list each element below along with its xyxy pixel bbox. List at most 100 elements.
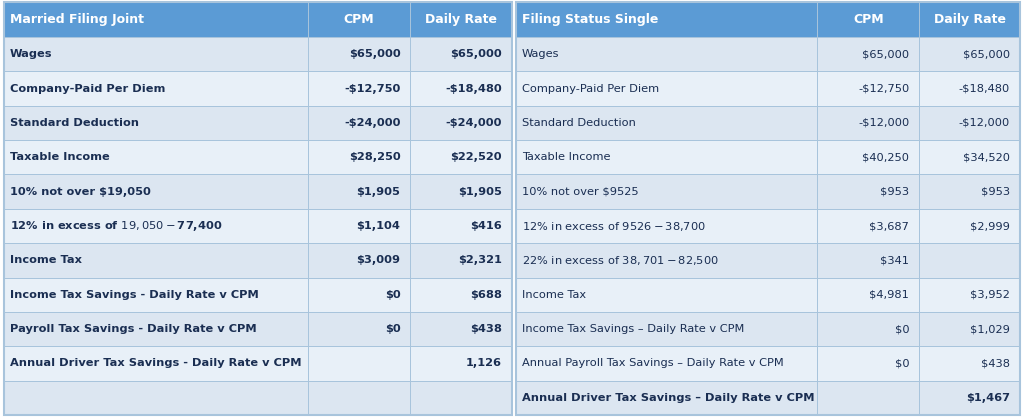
Bar bbox=[516, 174, 817, 209]
Bar bbox=[516, 2, 1020, 415]
Bar bbox=[4, 346, 308, 381]
Text: Payroll Tax Savings - Daily Rate v CPM: Payroll Tax Savings - Daily Rate v CPM bbox=[10, 324, 257, 334]
Text: $438: $438 bbox=[981, 359, 1010, 369]
Bar bbox=[411, 106, 512, 140]
Bar bbox=[411, 37, 512, 71]
Bar bbox=[308, 346, 411, 381]
Bar bbox=[516, 140, 817, 174]
Text: $1,029: $1,029 bbox=[970, 324, 1010, 334]
Bar bbox=[516, 106, 817, 140]
Bar bbox=[308, 278, 411, 312]
Text: Income Tax Savings - Daily Rate v CPM: Income Tax Savings - Daily Rate v CPM bbox=[10, 290, 259, 300]
Text: Wages: Wages bbox=[522, 49, 559, 59]
Text: Filing Status Single: Filing Status Single bbox=[522, 13, 658, 26]
Text: -$12,750: -$12,750 bbox=[344, 83, 400, 93]
Bar bbox=[308, 71, 411, 106]
Text: $1,905: $1,905 bbox=[356, 187, 400, 197]
Bar bbox=[4, 2, 308, 37]
Text: 1,126: 1,126 bbox=[466, 359, 502, 369]
Bar bbox=[411, 140, 512, 174]
Bar bbox=[411, 243, 512, 278]
Text: -$12,000: -$12,000 bbox=[958, 118, 1010, 128]
Bar bbox=[516, 312, 817, 346]
Text: $28,250: $28,250 bbox=[348, 152, 400, 162]
Bar bbox=[817, 381, 920, 415]
Bar bbox=[516, 346, 817, 381]
Bar bbox=[817, 106, 920, 140]
Text: Company-Paid Per Diem: Company-Paid Per Diem bbox=[10, 83, 165, 93]
Bar bbox=[817, 243, 920, 278]
Text: 10% not over $9525: 10% not over $9525 bbox=[522, 187, 639, 197]
Bar bbox=[4, 174, 308, 209]
Bar bbox=[308, 174, 411, 209]
Bar bbox=[308, 312, 411, 346]
Text: -$18,480: -$18,480 bbox=[958, 83, 1010, 93]
Bar bbox=[920, 2, 1020, 37]
Text: -$18,480: -$18,480 bbox=[445, 83, 502, 93]
Text: 10% not over $19,050: 10% not over $19,050 bbox=[10, 187, 151, 197]
Bar bbox=[817, 278, 920, 312]
Text: $2,321: $2,321 bbox=[458, 255, 502, 265]
Text: Daily Rate: Daily Rate bbox=[425, 13, 498, 26]
Bar bbox=[4, 2, 512, 415]
Bar bbox=[308, 37, 411, 71]
Text: $3,009: $3,009 bbox=[356, 255, 400, 265]
Bar bbox=[308, 140, 411, 174]
Bar bbox=[817, 2, 920, 37]
Bar bbox=[817, 312, 920, 346]
Bar bbox=[411, 381, 512, 415]
Bar bbox=[411, 174, 512, 209]
Text: $40,250: $40,250 bbox=[862, 152, 909, 162]
Bar bbox=[920, 71, 1020, 106]
Bar bbox=[516, 71, 817, 106]
Text: Taxable Income: Taxable Income bbox=[10, 152, 110, 162]
Text: $953: $953 bbox=[981, 187, 1010, 197]
Bar bbox=[920, 209, 1020, 243]
Bar bbox=[920, 278, 1020, 312]
Text: $34,520: $34,520 bbox=[963, 152, 1010, 162]
Text: $0: $0 bbox=[895, 359, 909, 369]
Bar bbox=[4, 381, 308, 415]
Text: $0: $0 bbox=[895, 324, 909, 334]
Text: Wages: Wages bbox=[10, 49, 52, 59]
Bar bbox=[411, 312, 512, 346]
Bar bbox=[516, 37, 817, 71]
Bar bbox=[308, 106, 411, 140]
Bar bbox=[308, 2, 411, 37]
Bar bbox=[920, 140, 1020, 174]
Text: $2,999: $2,999 bbox=[970, 221, 1010, 231]
Text: $65,000: $65,000 bbox=[963, 49, 1010, 59]
Bar bbox=[920, 312, 1020, 346]
Text: -$24,000: -$24,000 bbox=[445, 118, 502, 128]
Text: Income Tax: Income Tax bbox=[10, 255, 82, 265]
Text: Married Filing Joint: Married Filing Joint bbox=[10, 13, 144, 26]
Text: Annual Payroll Tax Savings – Daily Rate v CPM: Annual Payroll Tax Savings – Daily Rate … bbox=[522, 359, 783, 369]
Text: $65,000: $65,000 bbox=[862, 49, 909, 59]
Text: $416: $416 bbox=[470, 221, 502, 231]
Bar bbox=[920, 106, 1020, 140]
Bar bbox=[516, 209, 817, 243]
Bar bbox=[411, 71, 512, 106]
Bar bbox=[411, 209, 512, 243]
Bar bbox=[4, 106, 308, 140]
Text: Income Tax Savings – Daily Rate v CPM: Income Tax Savings – Daily Rate v CPM bbox=[522, 324, 744, 334]
Bar bbox=[4, 71, 308, 106]
Text: $1,467: $1,467 bbox=[966, 393, 1010, 403]
Bar bbox=[817, 346, 920, 381]
Text: $0: $0 bbox=[385, 290, 400, 300]
Bar bbox=[308, 209, 411, 243]
Text: $1,104: $1,104 bbox=[356, 221, 400, 231]
Text: Income Tax: Income Tax bbox=[522, 290, 586, 300]
Bar bbox=[516, 278, 817, 312]
Bar bbox=[817, 174, 920, 209]
Text: -$12,000: -$12,000 bbox=[858, 118, 909, 128]
Text: $3,952: $3,952 bbox=[970, 290, 1010, 300]
Bar bbox=[920, 346, 1020, 381]
Bar bbox=[920, 381, 1020, 415]
Text: $65,000: $65,000 bbox=[348, 49, 400, 59]
Bar bbox=[308, 381, 411, 415]
Bar bbox=[4, 278, 308, 312]
Text: $0: $0 bbox=[385, 324, 400, 334]
Bar bbox=[920, 174, 1020, 209]
Bar bbox=[817, 71, 920, 106]
